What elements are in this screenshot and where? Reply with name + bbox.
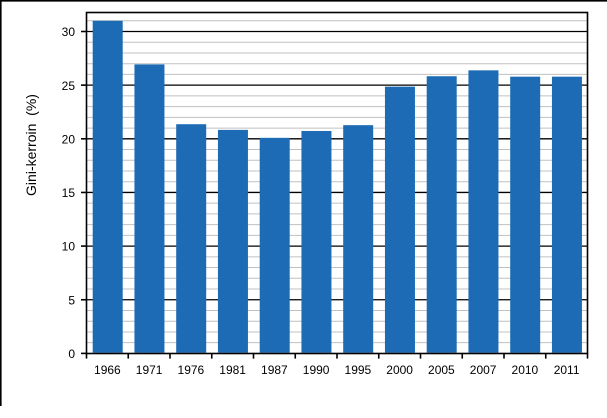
svg-text:5: 5 [68,293,75,307]
svg-text:30: 30 [62,25,76,39]
svg-text:1971: 1971 [136,363,163,377]
svg-text:25: 25 [62,79,76,93]
svg-text:1995: 1995 [345,363,372,377]
svg-text:1987: 1987 [261,363,288,377]
svg-text:2007: 2007 [470,363,497,377]
svg-text:2000: 2000 [386,363,413,377]
svg-text:20: 20 [62,132,76,146]
svg-text:1976: 1976 [178,363,205,377]
svg-text:Gini-kerroin (%): Gini-kerroin (%) [23,94,39,196]
svg-text:0: 0 [68,347,75,361]
svg-text:2010: 2010 [512,363,539,377]
svg-text:15: 15 [62,186,76,200]
svg-text:10: 10 [62,240,76,254]
svg-text:1990: 1990 [303,363,330,377]
svg-text:2011: 2011 [554,363,580,377]
svg-text:2005: 2005 [428,363,455,377]
svg-text:1966: 1966 [94,363,121,377]
svg-text:1981: 1981 [219,363,246,377]
